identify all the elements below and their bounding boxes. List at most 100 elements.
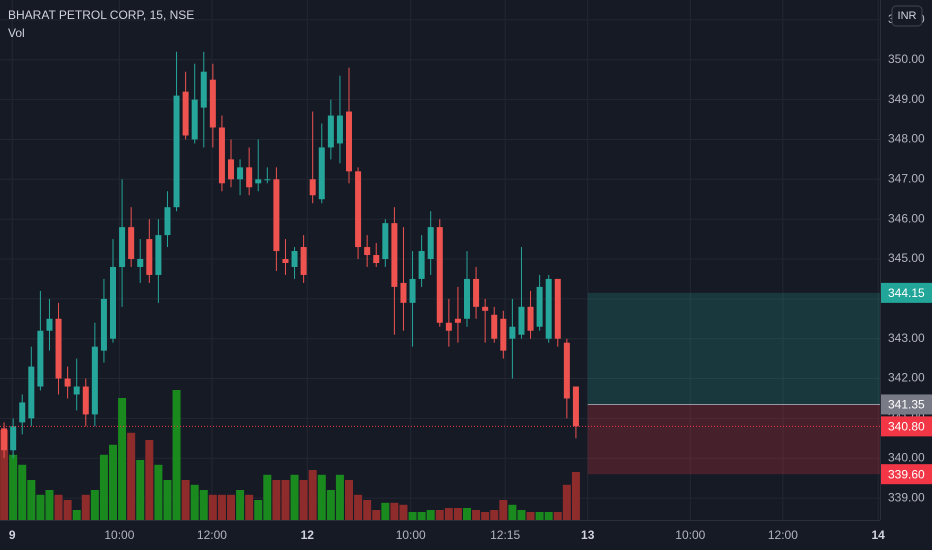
volume-bar bbox=[254, 500, 263, 520]
volume-bar bbox=[236, 490, 245, 520]
x-tick-label: 10:00 bbox=[675, 528, 705, 542]
candle-body bbox=[110, 266, 117, 339]
x-tick-label: 13 bbox=[581, 528, 595, 542]
volume-bar bbox=[390, 502, 399, 520]
candle-body bbox=[82, 386, 89, 415]
price-label-bg bbox=[881, 282, 932, 303]
volume-bar bbox=[453, 508, 462, 520]
y-tick-label: 345.00 bbox=[888, 251, 925, 265]
candle-body bbox=[563, 342, 570, 399]
candle-body bbox=[445, 322, 452, 331]
volume-bar bbox=[345, 480, 354, 520]
candle-body bbox=[155, 235, 162, 275]
volume-bar bbox=[308, 470, 317, 520]
candle-body bbox=[382, 223, 389, 260]
candle-body bbox=[391, 223, 398, 287]
candle-body bbox=[373, 255, 380, 263]
volume-bar bbox=[127, 432, 136, 520]
volume-bar bbox=[381, 502, 390, 520]
candle-body bbox=[173, 95, 180, 208]
y-tick-label: 339.00 bbox=[888, 490, 925, 504]
candle-body bbox=[191, 99, 198, 140]
volume-bar bbox=[208, 494, 217, 520]
volume-bar bbox=[299, 480, 308, 520]
volume-bar bbox=[535, 512, 544, 520]
volume-bar bbox=[354, 494, 363, 520]
volume-bar bbox=[136, 460, 145, 520]
candle-body bbox=[100, 298, 107, 351]
volume-bar bbox=[163, 480, 172, 520]
price-label-bg bbox=[881, 416, 932, 437]
candle-body bbox=[200, 71, 207, 108]
profit-zone bbox=[587, 292, 880, 405]
candle-body bbox=[10, 426, 17, 451]
volume-bar bbox=[190, 484, 199, 520]
volume-bar bbox=[63, 500, 72, 520]
x-tick-label: 10:00 bbox=[104, 528, 134, 542]
volume-bar bbox=[181, 480, 190, 520]
candle-body bbox=[355, 171, 362, 248]
candle-body bbox=[473, 278, 480, 307]
candle-body bbox=[264, 179, 271, 181]
currency-badge[interactable] bbox=[891, 5, 923, 27]
volume-bar bbox=[526, 512, 535, 520]
candle-body bbox=[336, 115, 343, 144]
candle-body bbox=[464, 278, 471, 319]
volume-bar bbox=[463, 508, 472, 520]
y-tick-label: 340.00 bbox=[888, 450, 925, 464]
candle-body bbox=[128, 227, 135, 260]
currency-label[interactable]: INR bbox=[898, 10, 917, 22]
candle-body bbox=[491, 314, 498, 339]
volume-bar bbox=[426, 510, 435, 520]
candle-body bbox=[364, 247, 371, 256]
candle-body bbox=[327, 115, 334, 148]
volume-bar bbox=[490, 510, 499, 520]
x-tick-label: 12:15 bbox=[490, 528, 520, 542]
y-tick-label: 349.00 bbox=[888, 92, 925, 106]
volume-bar bbox=[399, 504, 408, 520]
volume-bar bbox=[481, 512, 490, 520]
y-tick-label: 346.00 bbox=[888, 211, 925, 225]
candle-body bbox=[282, 259, 289, 263]
x-tick-label: 12:00 bbox=[768, 528, 798, 542]
volume-bar bbox=[18, 464, 27, 520]
x-tick-label: 9 bbox=[9, 528, 16, 542]
candle-body bbox=[554, 278, 561, 339]
volume-bar bbox=[109, 444, 118, 520]
volume-bar bbox=[272, 480, 281, 520]
volume-legend: Vol bbox=[8, 26, 25, 40]
volume-bar bbox=[290, 474, 299, 520]
volume-bar bbox=[245, 494, 254, 520]
candle-body bbox=[400, 282, 407, 303]
volume-bar bbox=[281, 480, 290, 520]
candle-body bbox=[73, 386, 80, 395]
candle-body bbox=[19, 402, 26, 423]
candle-body bbox=[182, 91, 189, 136]
candle-body bbox=[454, 318, 461, 323]
volume-bar bbox=[154, 464, 163, 520]
candle-body bbox=[418, 251, 425, 279]
volume-bar bbox=[72, 510, 81, 520]
volume-bar bbox=[326, 490, 335, 520]
candle-body bbox=[146, 239, 153, 275]
volume-bar bbox=[553, 512, 562, 520]
x-tick-label: 12 bbox=[301, 528, 315, 542]
volume-bar bbox=[508, 504, 517, 520]
price-label: 339.60 bbox=[888, 467, 925, 481]
volume-bar bbox=[417, 512, 426, 520]
candle-body bbox=[500, 318, 507, 351]
candle-body bbox=[137, 259, 144, 267]
x-tick-label: 12:00 bbox=[197, 528, 227, 542]
volume-bar bbox=[372, 510, 381, 520]
candle-body bbox=[46, 318, 53, 331]
candle-body bbox=[28, 366, 35, 419]
volume-bar bbox=[517, 510, 526, 520]
volume-bar bbox=[571, 472, 580, 520]
chart-title: BHARAT PETROL CORP, 15, NSE bbox=[8, 8, 194, 22]
candle-body bbox=[536, 286, 543, 327]
y-tick-label: 343.00 bbox=[888, 331, 925, 345]
volume-bar bbox=[118, 398, 127, 520]
candle-body bbox=[237, 167, 244, 180]
volume-bar bbox=[499, 500, 508, 520]
candle-body bbox=[246, 167, 253, 188]
